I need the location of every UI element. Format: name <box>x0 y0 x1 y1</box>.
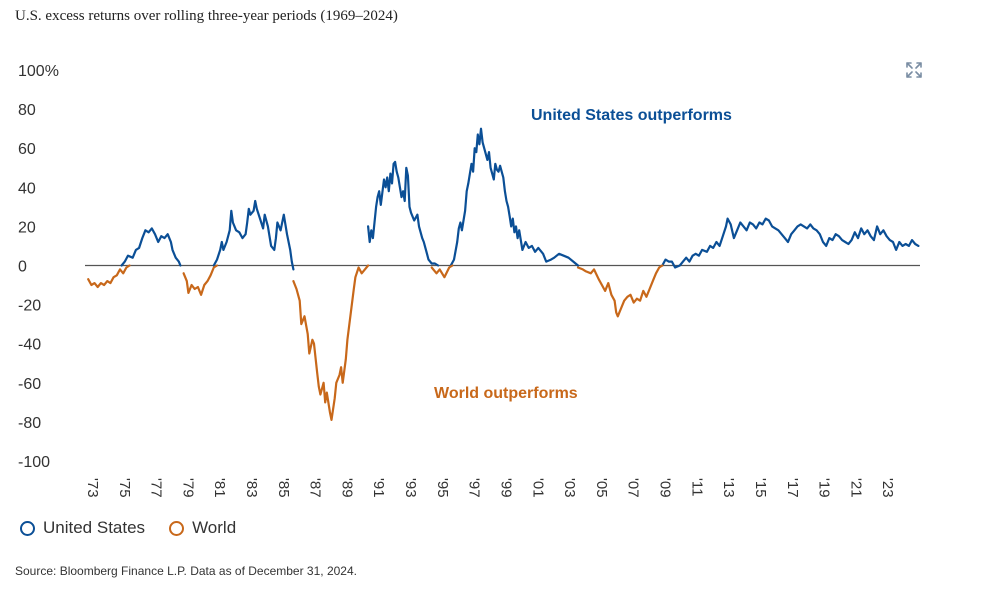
x-tick-label: '95 <box>434 478 451 498</box>
y-tick-label: 100% <box>18 63 59 80</box>
expand-arrows-glyph <box>906 62 922 78</box>
y-tick-label: 0 <box>18 259 27 276</box>
x-tick-label: '03 <box>561 478 578 498</box>
x-tick-label: '01 <box>529 478 546 498</box>
x-tick-label: '89 <box>338 478 355 498</box>
chart-title: U.S. excess returns over rolling three-y… <box>15 8 398 24</box>
x-tick-label: '73 <box>84 478 101 498</box>
y-tick-label: -60 <box>18 376 41 393</box>
series-line-world <box>576 264 664 318</box>
annotation-us-outperforms: United States outperforms <box>531 107 732 124</box>
x-tick-label: '13 <box>720 478 737 498</box>
x-tick-label: '87 <box>307 478 324 498</box>
y-tick-label: -40 <box>18 337 41 354</box>
x-tick-label: '93 <box>402 478 419 498</box>
annotation-world-outperforms: World outperforms <box>434 385 578 402</box>
y-tick-label: 20 <box>18 219 36 236</box>
x-tick-label: '05 <box>593 478 610 498</box>
series-line-world <box>430 264 454 279</box>
series-line-united-states <box>661 217 920 269</box>
x-tick-label: '97 <box>466 478 483 498</box>
y-tick-label: 60 <box>18 141 36 158</box>
legend-marker-united-states <box>20 520 35 536</box>
x-tick-label: '77 <box>148 478 165 498</box>
x-tick-label: '85 <box>275 478 292 498</box>
x-tick-label: '23 <box>879 478 896 498</box>
legend-item-united-states[interactable]: United States <box>20 518 145 538</box>
expand-icon[interactable] <box>902 58 926 82</box>
y-tick-label: -80 <box>18 415 41 432</box>
legend-item-world[interactable]: World <box>169 518 236 538</box>
x-tick-label: '17 <box>784 478 801 498</box>
x-tick-label: '21 <box>847 478 864 498</box>
x-tick-label: '75 <box>116 478 133 498</box>
legend: United States World <box>20 518 260 538</box>
x-tick-label: '81 <box>211 478 228 498</box>
x-tick-label: '15 <box>752 478 769 498</box>
series-line-world <box>182 264 219 296</box>
legend-marker-world <box>169 520 185 536</box>
x-tick-label: '99 <box>497 478 514 498</box>
y-tick-label: 40 <box>18 180 36 197</box>
y-tick-label: -20 <box>18 298 41 315</box>
series-line-world <box>87 264 131 289</box>
x-tick-label: '79 <box>179 478 196 498</box>
legend-label-world: World <box>192 518 237 537</box>
x-tick-label: '11 <box>688 478 705 496</box>
series-line-united-states <box>367 160 440 267</box>
series-line-united-states <box>449 127 580 267</box>
x-tick-label: '83 <box>243 478 260 498</box>
x-tick-label: '09 <box>657 478 674 498</box>
series-line-united-states <box>212 199 295 271</box>
legend-label-united-states: United States <box>43 518 146 537</box>
x-tick-label: '19 <box>816 478 833 498</box>
y-tick-label: -100 <box>18 454 50 471</box>
series-line-world <box>292 264 370 421</box>
series-line-united-states <box>120 227 182 267</box>
y-tick-label: 80 <box>18 102 36 119</box>
x-tick-label: '91 <box>370 478 387 498</box>
line-chart: 100% 80 60 40 20 0 -20 -40 -60 -80 -100 '73 '75 '77 '7… <box>18 63 920 498</box>
x-tick-label: '07 <box>625 478 642 498</box>
source-note: Source: Bloomberg Finance L.P. Data as o… <box>15 564 357 578</box>
